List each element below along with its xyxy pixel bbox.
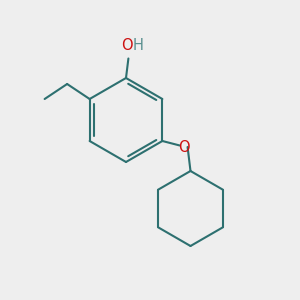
Text: O: O xyxy=(178,140,190,154)
Text: O: O xyxy=(121,38,133,53)
Text: H: H xyxy=(133,38,143,53)
